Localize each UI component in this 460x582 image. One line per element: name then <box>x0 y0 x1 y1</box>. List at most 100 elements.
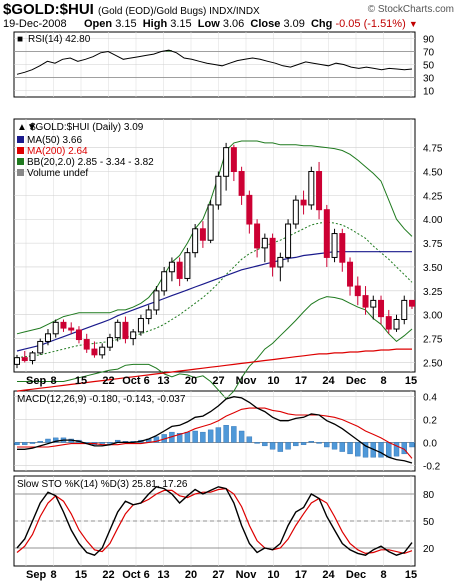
x-tick-label: 20 <box>185 569 197 581</box>
candle-body <box>199 228 206 241</box>
close-value: 3.09 <box>283 18 305 30</box>
candle-body <box>68 327 75 331</box>
macd-histogram-bar <box>355 442 361 457</box>
legend-entry: MA(200) 2.64 <box>27 146 88 157</box>
x-tick-label: Dec <box>346 569 366 581</box>
x-tick-label: Sep <box>26 375 46 387</box>
y-tick-label: 20 <box>423 544 435 555</box>
candle-body <box>153 290 160 311</box>
legend-swatch <box>17 136 24 143</box>
open-label: Open <box>84 18 113 30</box>
low-value: 3.06 <box>222 18 245 30</box>
macd-histogram-bar <box>393 442 400 457</box>
y-tick-label: 10 <box>423 87 435 98</box>
candle-body <box>99 346 106 356</box>
macd-histogram-bar <box>207 429 214 443</box>
macd-histogram-bar <box>22 442 28 445</box>
y-tick-label: 80 <box>423 490 435 501</box>
brand-watermark: © StockCharts.com <box>367 4 454 15</box>
macd-histogram-bar <box>386 442 392 458</box>
high-label: High <box>142 18 168 30</box>
candle-body <box>44 333 51 342</box>
x-tick-label: 27 <box>212 569 224 581</box>
candle-body <box>106 337 113 348</box>
bb-lower-line <box>17 296 413 400</box>
candle-body <box>83 339 90 350</box>
macd-histogram-bar <box>339 442 345 452</box>
candle-body <box>60 321 67 329</box>
candle-body <box>130 331 137 340</box>
candle-body <box>122 321 129 340</box>
x-tick-label: Nov <box>236 375 258 387</box>
legend-entry: MA(50) 3.66 <box>27 135 82 146</box>
x-tick-label: 8 <box>50 569 56 581</box>
candle-body <box>168 261 175 273</box>
ma50-line <box>16 251 412 352</box>
x-tick-label: 27 <box>212 375 224 387</box>
candle-body <box>75 329 82 341</box>
candle-body <box>114 321 121 339</box>
x-tick-label: 22 <box>102 569 114 581</box>
x-tick-label: 8 <box>380 569 386 581</box>
macd-histogram-bar <box>99 442 105 444</box>
macd-histogram-bar <box>14 442 20 445</box>
x-tick-label: 20 <box>185 375 197 387</box>
legend-swatch <box>17 158 24 165</box>
candle-body <box>401 299 408 320</box>
y-tick-label: 70 <box>423 48 435 59</box>
x-tick-label: 13 <box>157 569 169 581</box>
candle-body <box>254 223 261 249</box>
macd-histogram-bar <box>262 442 268 447</box>
candle-body <box>230 147 237 173</box>
x-tick-label: 24 <box>322 569 335 581</box>
macd-line <box>17 396 413 464</box>
y-tick-label: 50 <box>423 61 435 72</box>
y-tick-label: 0.0 <box>423 438 437 449</box>
candle-body <box>331 233 338 258</box>
rsi-legend-swatch: ■ <box>17 34 23 45</box>
y-tick-label: 90 <box>423 35 435 46</box>
candle-body <box>378 299 385 318</box>
y-tick-label: 2.50 <box>423 358 443 369</box>
chart-header: $GOLD:$HUI (Gold (EOD)/Gold Bugs) INDX/I… <box>0 0 460 32</box>
candle-body <box>300 199 307 206</box>
candle-body <box>354 285 361 297</box>
y-tick-label: 4.50 <box>423 168 443 179</box>
y-tick-label: 3.75 <box>423 239 443 250</box>
macd-histogram-bar <box>53 437 59 443</box>
macd-histogram-bar <box>176 433 183 443</box>
chg-value: -0.05 (-1.51%) <box>335 18 406 30</box>
macd-histogram-bar <box>300 442 307 445</box>
sto-k-line <box>16 486 413 556</box>
candle-body <box>393 318 400 330</box>
x-tick-label: Nov <box>236 569 258 581</box>
candle-body <box>37 340 44 354</box>
macd-histogram-bar <box>246 436 253 443</box>
macd-histogram-bar <box>347 442 353 455</box>
quote-date: 19-Dec-2008 <box>3 18 67 30</box>
rsi-overbought-fill <box>165 50 172 52</box>
macd-histogram-bar <box>378 442 384 458</box>
x-tick-label: 15 <box>75 375 87 387</box>
macd-histogram-bar <box>277 442 284 452</box>
x-tick-label: 10 <box>267 375 279 387</box>
y-tick-label: 3.50 <box>423 263 443 274</box>
y-tick-label: 4.25 <box>423 191 443 202</box>
x-tick-label: 15 <box>75 569 87 581</box>
candle-body <box>370 299 377 308</box>
price-title: $GOLD:$HUI (Daily) 3.09 <box>30 122 144 133</box>
y-tick-label: 4.75 <box>423 144 443 155</box>
x-tick-label: 8 <box>380 375 386 387</box>
y-tick-label: 0.4 <box>423 393 437 404</box>
candle-body <box>292 199 299 225</box>
x-tick-label: 22 <box>102 375 114 387</box>
legend-entry: BB(20,2.0) 2.85 - 3.34 - 3.82 <box>27 157 154 168</box>
y-tick-label: 3.00 <box>423 311 443 322</box>
macd-histogram-bar <box>254 442 260 444</box>
x-tick-label: 15 <box>405 569 417 581</box>
macd-histogram-bar <box>231 426 237 443</box>
macd-histogram-bar <box>37 441 43 443</box>
candle-body <box>14 357 20 365</box>
rsi-line <box>16 49 413 75</box>
